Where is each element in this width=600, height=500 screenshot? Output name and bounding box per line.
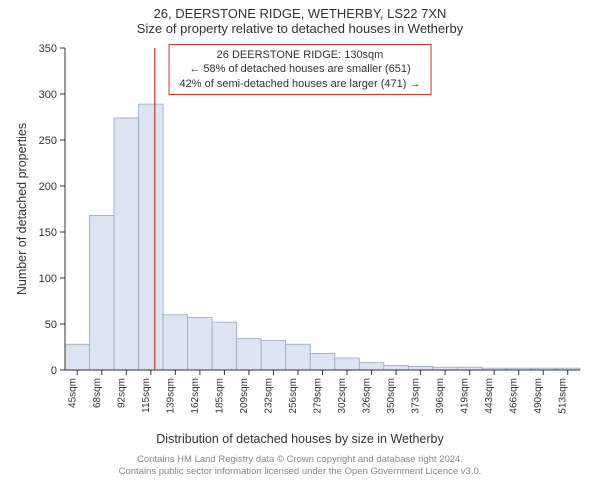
svg-text:302sqm: 302sqm bbox=[337, 378, 348, 414]
svg-text:256sqm: 256sqm bbox=[288, 378, 299, 414]
svg-text:396sqm: 396sqm bbox=[435, 378, 446, 414]
annotation-line3: 42% of semi-detached houses are larger (… bbox=[180, 77, 421, 91]
svg-text:Number of detached properties: Number of detached properties bbox=[15, 123, 29, 295]
svg-text:68sqm: 68sqm bbox=[92, 378, 103, 408]
footer-line2: Contains public sector information licen… bbox=[0, 466, 600, 478]
svg-text:279sqm: 279sqm bbox=[313, 378, 324, 414]
footer-line1: Contains HM Land Registry data © Crown c… bbox=[0, 454, 600, 466]
svg-text:466sqm: 466sqm bbox=[509, 378, 520, 414]
x-axis-title: Distribution of detached houses by size … bbox=[0, 432, 600, 446]
annotation-box: 26 DEERSTONE RIDGE: 130sqm ← 58% of deta… bbox=[169, 44, 432, 95]
svg-text:232sqm: 232sqm bbox=[263, 378, 274, 414]
page-title-sub: Size of property relative to detached ho… bbox=[0, 21, 600, 38]
svg-text:100: 100 bbox=[39, 273, 57, 285]
svg-text:490sqm: 490sqm bbox=[533, 378, 544, 414]
annotation-line2: ← 58% of detached houses are smaller (65… bbox=[180, 62, 421, 76]
svg-text:92sqm: 92sqm bbox=[116, 378, 127, 408]
svg-text:50: 50 bbox=[45, 319, 57, 331]
svg-text:115sqm: 115sqm bbox=[141, 378, 152, 413]
annotation-line1: 26 DEERSTONE RIDGE: 130sqm bbox=[180, 48, 421, 62]
svg-text:200: 200 bbox=[39, 181, 57, 193]
svg-text:443sqm: 443sqm bbox=[484, 378, 495, 414]
page-title-main: 26, DEERSTONE RIDGE, WETHERBY, LS22 7XN bbox=[0, 0, 600, 21]
histogram-chart: 0 50 100 150 200 250 300 350 Number of detached … bbox=[10, 38, 590, 430]
svg-text:250: 250 bbox=[39, 135, 57, 147]
svg-text:150: 150 bbox=[39, 227, 57, 239]
svg-text:300: 300 bbox=[39, 89, 57, 101]
svg-text:0: 0 bbox=[51, 365, 57, 377]
svg-text:185sqm: 185sqm bbox=[214, 378, 225, 414]
footer-attribution: Contains HM Land Registry data © Crown c… bbox=[0, 454, 600, 479]
svg-text:350sqm: 350sqm bbox=[386, 378, 397, 414]
chart-container: 26 DEERSTONE RIDGE: 130sqm ← 58% of deta… bbox=[10, 38, 590, 430]
svg-text:209sqm: 209sqm bbox=[239, 378, 250, 414]
svg-text:513sqm: 513sqm bbox=[558, 378, 569, 414]
svg-text:350: 350 bbox=[39, 43, 57, 55]
svg-text:45sqm: 45sqm bbox=[67, 378, 78, 408]
svg-text:139sqm: 139sqm bbox=[165, 378, 176, 414]
svg-text:373sqm: 373sqm bbox=[411, 378, 422, 414]
svg-text:162sqm: 162sqm bbox=[190, 378, 201, 414]
svg-text:326sqm: 326sqm bbox=[362, 378, 373, 414]
svg-text:419sqm: 419sqm bbox=[460, 378, 471, 414]
